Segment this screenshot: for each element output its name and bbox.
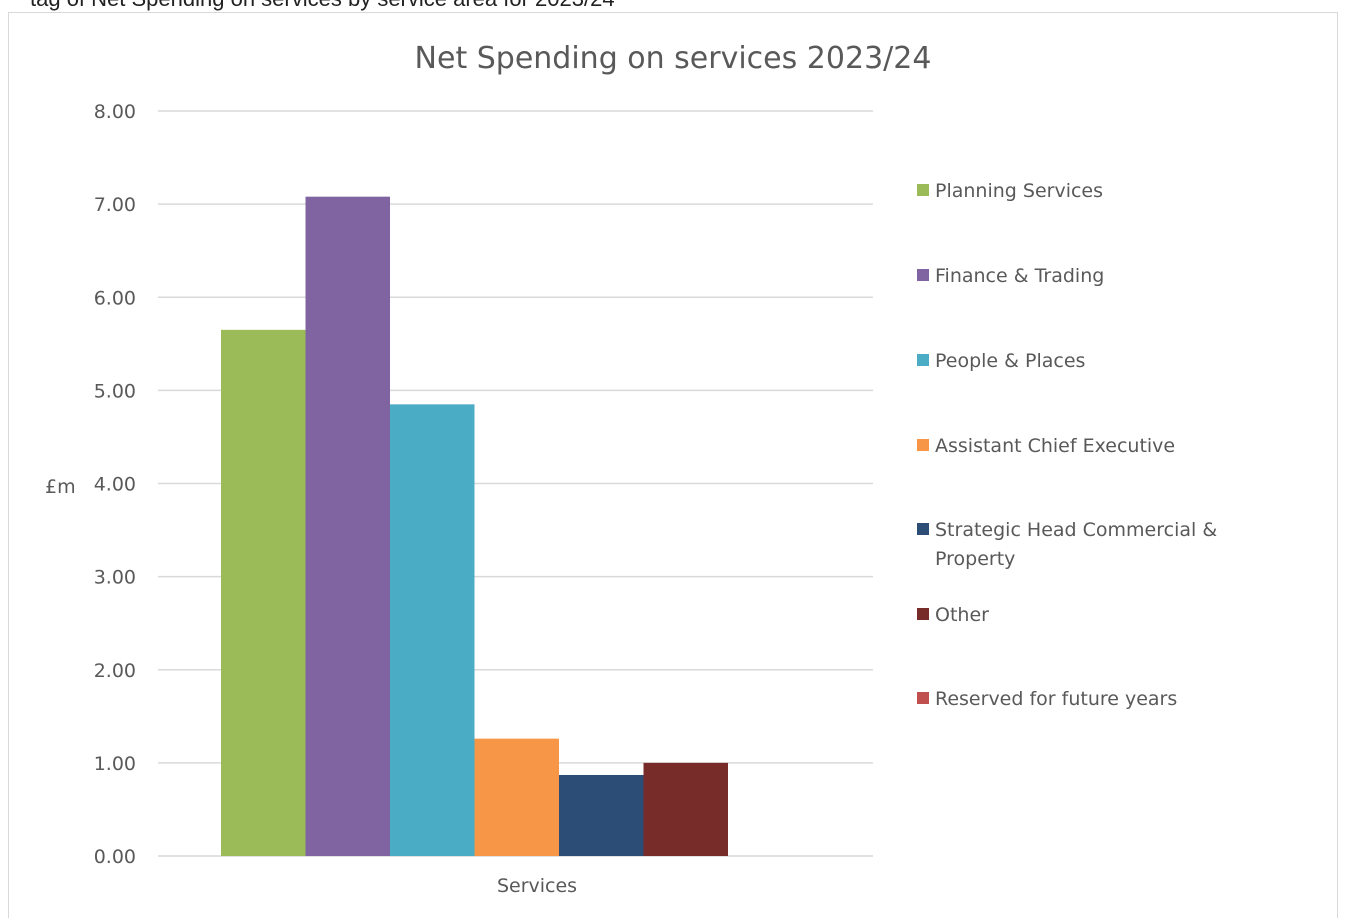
cropped-text: tag of Net Spending on services by servi… (30, 0, 615, 12)
y-axis-ticks: 0.00 1.00 2.00 3.00 4.00 5.00 6.00 7.00 8.00 (94, 101, 136, 868)
legend-label: Reserved for future years (935, 688, 1177, 710)
legend-item: Planning Services (917, 180, 1103, 202)
y-tick-label: 7.00 (94, 194, 136, 216)
legend-swatch (917, 269, 929, 281)
legend-swatch (917, 354, 929, 366)
bars (221, 196, 728, 857)
y-tick-label: 0.00 (94, 846, 136, 868)
legend-label: Strategic Head Commercial & Property (935, 519, 1217, 570)
bar-finance-trading (305, 196, 390, 857)
legend-label: People & Places (935, 350, 1085, 372)
bar-planning-services (221, 329, 306, 856)
legend-item: Reserved for future years (917, 688, 1177, 710)
cropped-text-strip: tag of Net Spending on services by servi… (0, 0, 1345, 12)
y-tick-label: 2.00 (94, 660, 136, 682)
bar-assistant-chief-executive (474, 738, 559, 856)
y-tick-label: 4.00 (94, 474, 136, 496)
x-category-label: Services (497, 875, 577, 897)
legend-item: Strategic Head Commercial & Property (917, 519, 1217, 570)
chart-title: Net Spending on services 2023/24 (415, 41, 932, 76)
legend-swatch (917, 692, 929, 704)
legend: Planning Services Finance & Trading People… (917, 180, 1217, 710)
legend-label: Finance & Trading (935, 265, 1104, 287)
y-tick-label: 3.00 (94, 567, 136, 589)
legend-item: Assistant Chief Executive (917, 435, 1175, 457)
bar-strategic-head-commercial-property (559, 774, 644, 856)
bar-people-places (390, 404, 475, 856)
y-tick-label: 1.00 (94, 753, 136, 775)
legend-swatch (917, 523, 929, 535)
legend-item: Finance & Trading (917, 265, 1104, 287)
y-tick-label: 8.00 (94, 101, 136, 123)
legend-swatch (917, 608, 929, 620)
bar-other (643, 762, 728, 856)
y-axis-title: £m (45, 476, 76, 498)
legend-label: Other (935, 604, 989, 626)
y-tick-label: 6.00 (94, 287, 136, 309)
legend-item: People & Places (917, 350, 1085, 372)
y-tick-label: 5.00 (94, 380, 136, 402)
legend-label: Planning Services (935, 180, 1103, 202)
legend-swatch (917, 439, 929, 451)
legend-swatch (917, 184, 929, 196)
legend-label: Assistant Chief Executive (935, 435, 1175, 457)
legend-item: Other (917, 604, 989, 626)
